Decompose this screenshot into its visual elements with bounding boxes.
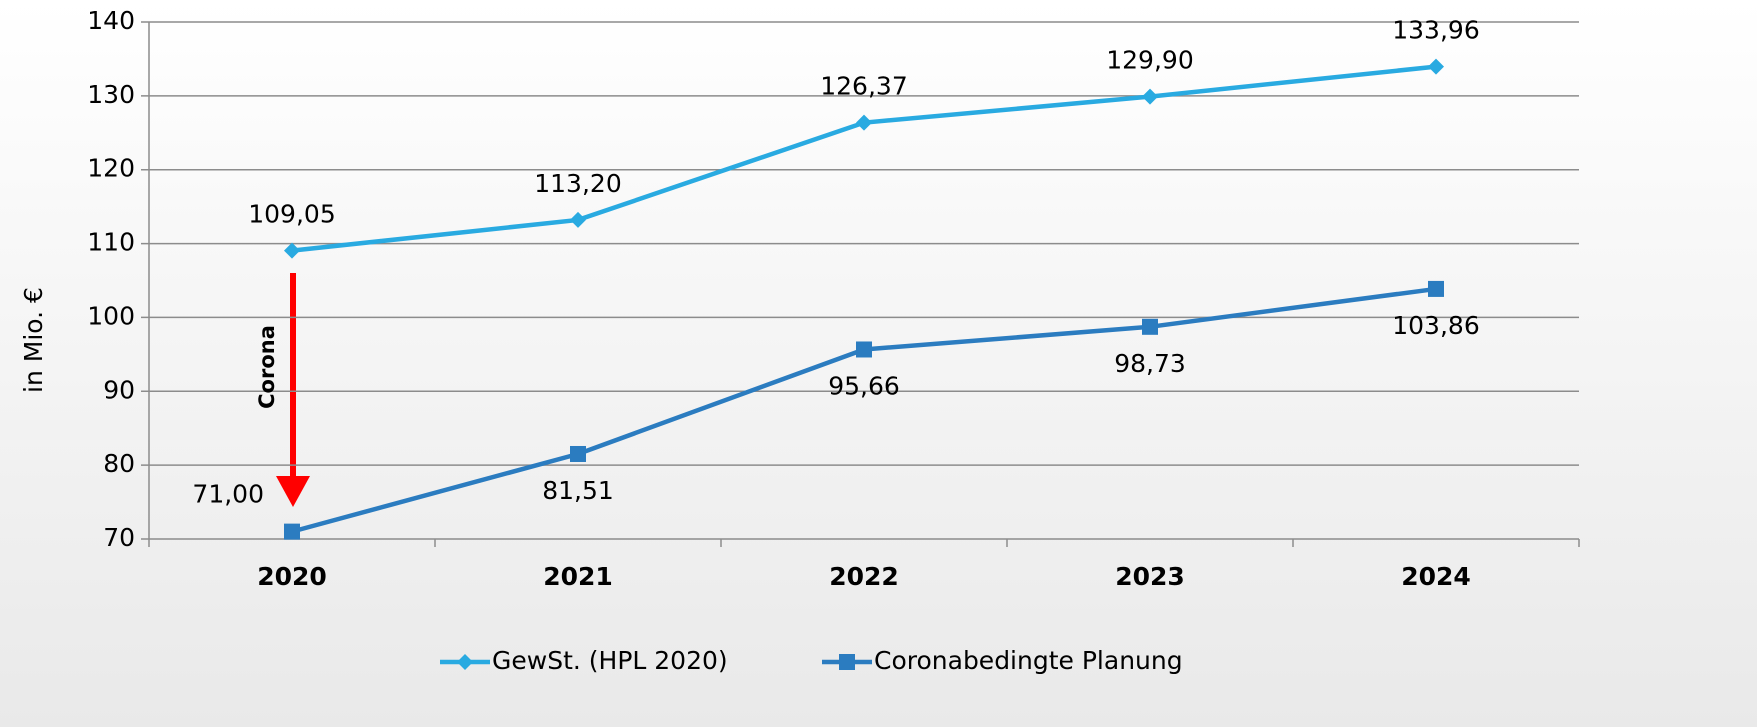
legend-marker	[839, 654, 855, 670]
x-tick-label: 2021	[543, 562, 613, 591]
legend-label: Coronabedingte Planung	[874, 646, 1183, 675]
legend-marker	[457, 654, 473, 670]
data-label: 71,00	[192, 480, 264, 509]
data-label: 109,05	[248, 200, 335, 229]
data-label: 95,66	[828, 371, 900, 400]
x-tick-label: 2024	[1401, 562, 1471, 591]
marker	[570, 211, 586, 228]
marker	[856, 114, 872, 131]
y-tick-label: 140	[87, 6, 135, 35]
marker	[284, 242, 300, 259]
y-tick-label: 80	[103, 449, 135, 478]
data-label: 98,73	[1114, 349, 1186, 378]
y-tick-label: 110	[87, 228, 135, 257]
marker	[284, 523, 300, 540]
y-tick-label: 70	[103, 523, 135, 552]
marker	[856, 341, 872, 358]
x-tick-label: 2020	[257, 562, 327, 591]
y-tick-label: 130	[87, 80, 135, 109]
y-tick-label: 100	[87, 301, 135, 330]
x-tick-label: 2022	[829, 562, 899, 591]
y-tick-label: 120	[87, 154, 135, 183]
legend-label: GewSt. (HPL 2020)	[492, 646, 728, 675]
y-axis-label: in Mio. €	[19, 287, 48, 393]
annotation: Corona	[255, 325, 279, 409]
data-label: 81,51	[542, 476, 614, 505]
marker	[570, 445, 586, 462]
data-label: 113,20	[534, 169, 621, 198]
marker	[1142, 318, 1158, 335]
marker	[1428, 280, 1444, 297]
data-label: 133,96	[1392, 16, 1479, 45]
annotation-arrowhead	[276, 476, 310, 507]
data-label: 126,37	[820, 72, 907, 101]
marker	[1142, 88, 1158, 105]
y-tick-label: 90	[103, 375, 135, 404]
x-tick-label: 2023	[1115, 562, 1185, 591]
marker	[1428, 58, 1444, 75]
data-label: 103,86	[1392, 311, 1479, 340]
data-label: 129,90	[1106, 46, 1193, 75]
